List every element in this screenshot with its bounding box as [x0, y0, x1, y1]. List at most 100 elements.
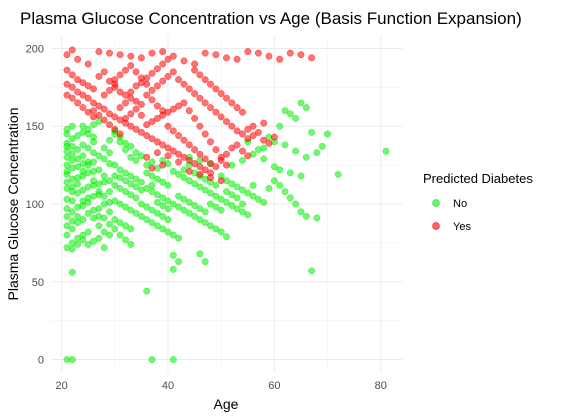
point-no — [169, 200, 177, 208]
point-no — [137, 186, 145, 194]
point-yes — [84, 60, 92, 68]
tick-labels: 0 50 100 150 200 20 40 60 80 — [26, 43, 387, 392]
point-no — [153, 191, 161, 199]
point-no — [68, 135, 76, 143]
point-yes — [169, 105, 177, 113]
point-no — [153, 222, 161, 230]
point-yes — [228, 122, 236, 130]
point-yes — [244, 135, 252, 143]
point-no — [68, 356, 76, 364]
point-yes — [111, 125, 119, 133]
point-no — [63, 142, 71, 150]
point-yes — [122, 66, 129, 74]
point-no — [196, 216, 204, 224]
point-no — [143, 287, 151, 295]
point-no — [122, 203, 129, 211]
point-no — [122, 236, 129, 244]
point-no — [239, 156, 246, 164]
point-no — [106, 136, 113, 144]
point-yes — [90, 99, 97, 107]
point-yes — [239, 108, 246, 116]
point-yes — [196, 122, 204, 130]
point-yes — [180, 57, 188, 65]
point-no — [74, 132, 82, 140]
point-no — [196, 250, 204, 258]
point-no — [207, 189, 214, 197]
point-no — [191, 202, 199, 210]
point-no — [175, 192, 183, 200]
point-yes — [95, 102, 103, 110]
point-no — [84, 144, 92, 152]
point-no — [84, 198, 92, 206]
point-no — [169, 167, 177, 175]
point-yes — [185, 141, 193, 149]
point-yes — [153, 138, 161, 146]
point-no — [233, 183, 241, 191]
point-yes — [169, 147, 177, 155]
point-no — [127, 225, 135, 233]
point-no — [79, 141, 87, 149]
point-no — [153, 175, 161, 183]
point-no — [63, 205, 71, 213]
point-yes — [143, 153, 151, 161]
point-yes — [74, 99, 82, 107]
point-no — [313, 149, 321, 157]
point-yes — [249, 132, 257, 140]
point-no — [68, 150, 76, 158]
point-no — [159, 225, 167, 233]
point-yes — [201, 130, 209, 138]
point-yes — [122, 99, 129, 107]
point-yes — [111, 80, 119, 88]
point-no — [68, 122, 76, 130]
point-no — [207, 222, 214, 230]
point-yes — [180, 136, 188, 144]
point-no — [132, 156, 140, 164]
point-no — [164, 197, 172, 205]
point-no — [201, 208, 209, 216]
point-no — [106, 160, 113, 168]
point-no — [63, 195, 71, 203]
point-yes — [63, 80, 71, 88]
legend-label-yes: Yes — [453, 221, 471, 233]
point-no — [244, 189, 252, 197]
point-no — [127, 153, 135, 161]
point-no — [100, 192, 108, 200]
point-yes — [137, 54, 145, 62]
point-yes — [159, 107, 167, 115]
point-no — [122, 188, 129, 196]
point-yes — [84, 94, 92, 102]
point-no — [132, 209, 140, 217]
point-no — [148, 356, 156, 364]
point-yes — [95, 48, 103, 56]
data-points — [63, 46, 390, 364]
point-no — [100, 214, 108, 222]
point-yes — [201, 155, 209, 163]
point-yes — [153, 114, 161, 122]
point-no — [169, 356, 177, 364]
point-yes — [132, 105, 140, 113]
point-no — [100, 172, 108, 180]
point-no — [127, 206, 135, 214]
point-yes — [180, 80, 188, 88]
point-no — [233, 194, 241, 202]
point-no — [100, 155, 108, 163]
point-yes — [233, 104, 241, 112]
point-no — [276, 166, 284, 174]
point-yes — [185, 167, 193, 175]
point-yes — [223, 150, 230, 158]
point-no — [308, 267, 316, 275]
point-yes — [223, 161, 230, 169]
point-yes — [164, 144, 172, 152]
point-no — [191, 180, 199, 188]
point-no — [249, 192, 257, 200]
point-yes — [106, 49, 113, 57]
point-no — [201, 219, 209, 227]
point-yes — [153, 149, 161, 157]
point-yes — [201, 99, 209, 107]
point-yes — [159, 48, 167, 56]
point-no — [239, 186, 246, 194]
point-no — [116, 219, 124, 227]
point-yes — [164, 122, 172, 130]
point-no — [286, 169, 294, 177]
point-yes — [90, 113, 97, 121]
